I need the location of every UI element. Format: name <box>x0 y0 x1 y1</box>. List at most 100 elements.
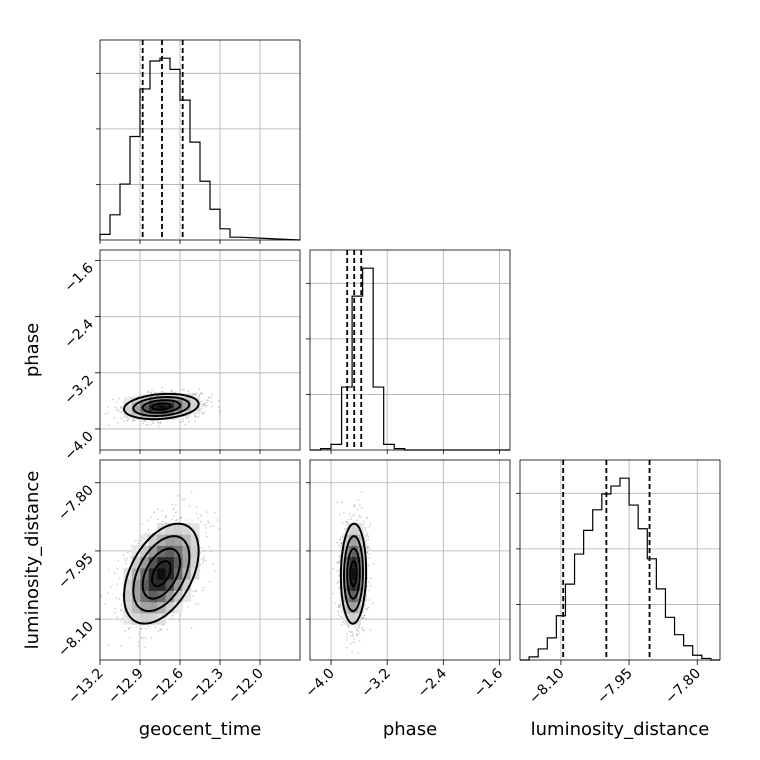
sample-point <box>214 511 216 514</box>
sample-point <box>341 543 343 545</box>
sample-point <box>201 400 203 403</box>
density-cell <box>148 601 158 614</box>
density-cell <box>352 601 356 614</box>
sample-point <box>339 514 341 516</box>
sample-point <box>144 637 147 639</box>
y-tick-label-phase: −4.0 <box>61 428 96 463</box>
sample-point <box>192 394 194 397</box>
sample-point <box>355 629 358 632</box>
sample-point <box>340 623 343 626</box>
density-cell <box>131 407 141 412</box>
sample-point <box>336 501 338 503</box>
density-cell <box>349 579 353 591</box>
sample-point <box>342 617 344 619</box>
sample-point <box>356 634 359 637</box>
density-cell <box>131 556 141 569</box>
sample-point <box>159 391 161 394</box>
sample-point <box>156 419 159 422</box>
sample-point <box>353 504 356 507</box>
histogram-luminosity_distance <box>520 477 720 661</box>
contour-level-3 <box>122 522 200 625</box>
sample-point <box>212 563 214 565</box>
sample-point <box>171 391 173 393</box>
sample-point <box>113 572 116 574</box>
density-cell <box>131 405 141 409</box>
sample-point <box>166 628 169 631</box>
sample-point <box>120 406 122 409</box>
sample-point <box>204 559 207 562</box>
sample-point <box>201 589 204 591</box>
sample-point <box>339 536 342 538</box>
density-cell <box>182 396 192 400</box>
sample-point <box>194 393 197 395</box>
sample-point <box>207 396 210 399</box>
sample-point <box>179 421 182 423</box>
density-cell <box>352 568 356 580</box>
sample-point <box>122 554 125 556</box>
sample-point <box>206 536 208 538</box>
y-tick-label-luminosity_distance: −7.95 <box>55 550 97 592</box>
x-tick-label-luminosity_distance: −7.80 <box>662 666 704 708</box>
sample-point <box>338 606 341 609</box>
sample-point <box>373 562 375 565</box>
sample-point <box>358 640 361 642</box>
sample-point <box>137 542 140 545</box>
density-cell <box>173 601 183 614</box>
sample-point <box>183 498 186 500</box>
panel-frame <box>519 459 721 661</box>
sample-point <box>362 616 364 619</box>
sample-point <box>338 586 340 589</box>
sample-point <box>364 603 366 606</box>
density-cell <box>173 523 183 535</box>
density-cell <box>354 613 359 625</box>
sample-point <box>332 592 335 595</box>
density-cell <box>343 568 347 580</box>
sample-point <box>141 522 144 525</box>
sample-point <box>118 397 120 400</box>
sample-point <box>192 594 194 597</box>
sample-point <box>206 404 209 407</box>
sample-point <box>192 590 195 592</box>
sample-point <box>194 590 197 593</box>
sample-point <box>100 595 102 598</box>
density-cell <box>182 545 192 558</box>
sample-point <box>152 422 155 424</box>
sample-point <box>118 577 121 580</box>
sample-point <box>170 618 172 620</box>
density-cell <box>140 393 150 397</box>
sample-point <box>361 617 364 619</box>
sample-point <box>346 521 348 523</box>
x-tick-label-luminosity_distance: −8.10 <box>526 666 568 708</box>
sample-point <box>218 406 220 408</box>
sample-point <box>193 414 196 416</box>
density-cell <box>357 590 362 603</box>
x-tick-label-phase: −2.4 <box>415 665 450 700</box>
sample-point <box>203 411 206 414</box>
sample-point <box>124 630 126 632</box>
sample-point <box>121 617 124 620</box>
sample-point <box>353 505 356 508</box>
sample-point <box>368 599 371 601</box>
sample-point <box>356 633 358 635</box>
panel-frame <box>99 249 301 451</box>
sample-point <box>366 608 369 610</box>
sample-point <box>114 607 117 610</box>
sample-point <box>164 516 167 519</box>
density-cell <box>123 613 133 625</box>
sample-point <box>364 527 367 529</box>
density-cell <box>182 579 192 591</box>
sample-point <box>370 585 372 587</box>
sample-point <box>371 602 374 604</box>
histogram-phase <box>310 267 510 451</box>
sample-point <box>181 498 184 501</box>
sample-point <box>116 616 118 619</box>
sample-point <box>362 629 364 631</box>
density-cell <box>357 601 362 614</box>
sample-point <box>218 399 220 402</box>
density-cell <box>140 396 150 400</box>
sample-point <box>354 625 356 628</box>
density-cell <box>190 534 200 546</box>
sample-point <box>107 644 110 647</box>
sample-point <box>339 559 341 561</box>
sample-point <box>150 516 153 518</box>
